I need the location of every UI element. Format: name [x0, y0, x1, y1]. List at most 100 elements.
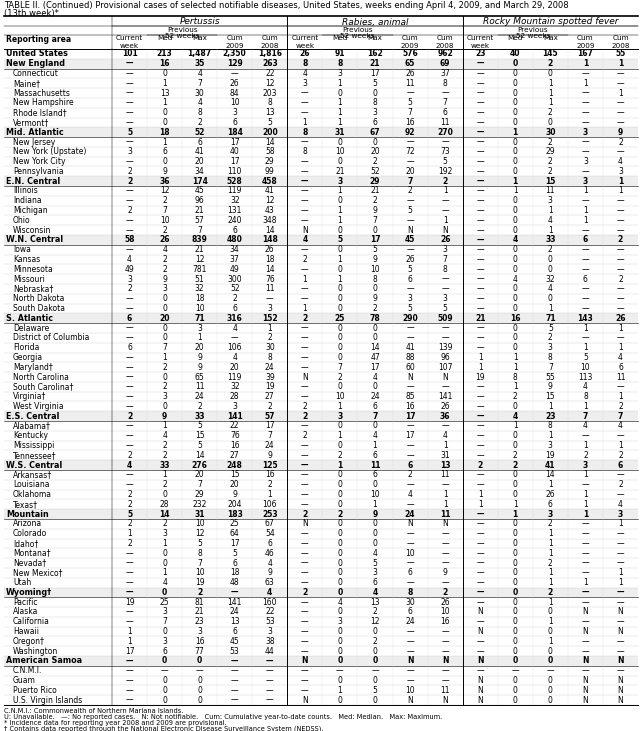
Text: 0: 0 — [338, 519, 342, 529]
Text: 11: 11 — [405, 79, 415, 88]
Text: —: — — [617, 539, 624, 548]
Text: —: — — [126, 588, 133, 597]
Text: —: — — [617, 245, 624, 254]
Text: Kentucky: Kentucky — [13, 431, 48, 440]
Text: 53: 53 — [230, 647, 240, 656]
Text: 0: 0 — [337, 656, 342, 665]
Text: 3: 3 — [127, 148, 132, 156]
Text: 7: 7 — [197, 79, 202, 88]
Text: 9: 9 — [372, 255, 378, 264]
Text: N: N — [442, 696, 448, 705]
Text: 528: 528 — [227, 177, 242, 186]
Text: 5: 5 — [197, 441, 202, 450]
Text: 8: 8 — [443, 265, 447, 274]
Text: —: — — [126, 373, 133, 382]
Text: Louisiana: Louisiana — [13, 480, 49, 489]
Text: 2: 2 — [548, 558, 553, 567]
Text: 8: 8 — [197, 549, 202, 558]
Text: 76: 76 — [265, 275, 275, 284]
Text: 10: 10 — [195, 304, 204, 313]
Text: 0: 0 — [513, 59, 518, 68]
Text: 3: 3 — [232, 402, 237, 411]
Text: —: — — [126, 480, 133, 489]
Text: U: Unavailable.   —: No reported cases.   N: Not notifiable.   Cum: Cumulative y: U: Unavailable. —: No reported cases. N:… — [4, 714, 442, 720]
Text: —: — — [406, 451, 414, 460]
Text: 2: 2 — [618, 137, 623, 146]
Text: 0: 0 — [338, 422, 342, 431]
Text: Pertussis: Pertussis — [179, 18, 220, 26]
Text: 2: 2 — [547, 59, 553, 68]
Text: United States: United States — [6, 50, 68, 58]
Text: 10: 10 — [581, 363, 590, 371]
Text: 24: 24 — [265, 441, 274, 450]
Text: 26: 26 — [299, 50, 310, 58]
Text: —: — — [301, 157, 309, 166]
Text: —: — — [581, 637, 589, 646]
Text: 65: 65 — [405, 59, 415, 68]
Text: —: — — [126, 186, 133, 195]
Text: 1: 1 — [618, 441, 623, 450]
Text: 0: 0 — [338, 294, 342, 303]
Text: 4: 4 — [372, 373, 378, 382]
Text: —: — — [617, 226, 624, 235]
Text: 3: 3 — [162, 607, 167, 616]
Text: 20: 20 — [195, 157, 204, 166]
Text: 5: 5 — [127, 128, 132, 137]
Text: Mid. Atlantic: Mid. Atlantic — [6, 128, 63, 137]
Text: 14: 14 — [160, 510, 170, 518]
Text: 30: 30 — [545, 128, 556, 137]
Text: 1: 1 — [583, 510, 588, 518]
Text: 2: 2 — [513, 461, 518, 469]
Bar — [4, 127, 638, 137]
Text: —: — — [126, 196, 133, 205]
Text: —: — — [476, 578, 484, 587]
Text: 26: 26 — [440, 402, 450, 411]
Text: Alaska: Alaska — [13, 607, 38, 616]
Text: —: — — [301, 539, 309, 548]
Text: 106: 106 — [263, 500, 277, 509]
Text: 183: 183 — [227, 510, 243, 518]
Text: —: — — [126, 422, 133, 431]
Text: —: — — [476, 167, 484, 176]
Text: 0: 0 — [162, 588, 167, 597]
Text: 0: 0 — [372, 382, 378, 391]
Text: 2: 2 — [162, 480, 167, 489]
Text: 4: 4 — [267, 588, 272, 597]
Text: 0: 0 — [162, 696, 167, 705]
Text: 1: 1 — [583, 490, 588, 499]
Text: 0: 0 — [337, 588, 342, 597]
Text: —: — — [581, 284, 589, 293]
Text: —: — — [476, 343, 484, 352]
Text: 839: 839 — [192, 235, 208, 244]
Text: 0: 0 — [548, 607, 553, 616]
Text: 7: 7 — [197, 558, 202, 567]
Text: 6: 6 — [583, 235, 588, 244]
Text: 1,816: 1,816 — [258, 50, 282, 58]
Text: 4: 4 — [583, 422, 588, 431]
Text: —: — — [441, 549, 449, 558]
Text: —: — — [476, 196, 484, 205]
Text: Ohio: Ohio — [13, 216, 31, 225]
Text: 10: 10 — [195, 568, 204, 577]
Bar — [4, 176, 638, 186]
Text: 12: 12 — [265, 196, 274, 205]
Text: 45: 45 — [195, 186, 204, 195]
Text: —: — — [406, 578, 414, 587]
Text: —: — — [617, 79, 624, 88]
Text: —: — — [441, 578, 449, 587]
Text: 1: 1 — [583, 578, 588, 587]
Text: 9: 9 — [162, 275, 167, 284]
Text: —: — — [476, 235, 484, 244]
Text: 2: 2 — [303, 510, 308, 518]
Text: —: — — [406, 382, 414, 391]
Text: 41: 41 — [195, 148, 204, 156]
Text: 10: 10 — [335, 148, 345, 156]
Text: —: — — [617, 382, 624, 391]
Text: —: — — [301, 676, 309, 685]
Text: —: — — [476, 177, 484, 186]
Text: 3: 3 — [267, 304, 272, 313]
Text: —: — — [266, 656, 274, 665]
Text: 0: 0 — [513, 265, 518, 274]
Text: 13: 13 — [160, 88, 169, 97]
Text: 119: 119 — [228, 373, 242, 382]
